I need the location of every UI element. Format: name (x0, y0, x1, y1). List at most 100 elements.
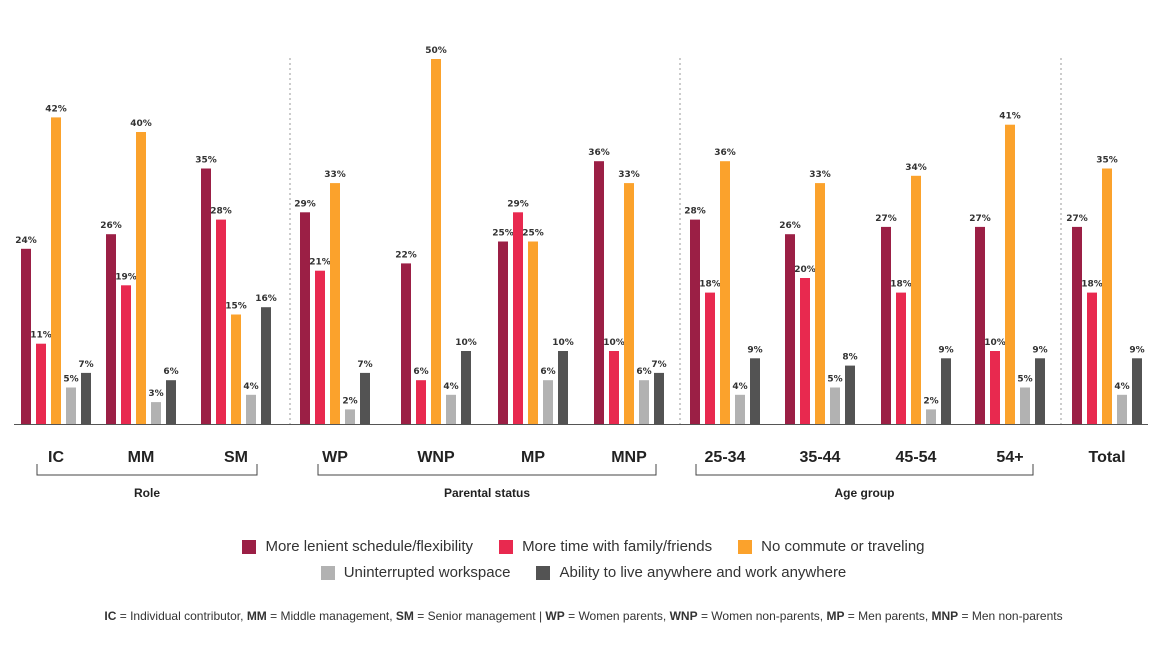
footnote-abbr-mp: MP (826, 609, 845, 623)
bar-mp-ability-to-live-anywhere-and-work-anywhere (558, 351, 568, 424)
legend-label-flexibility: More lenient schedule/flexibility (265, 538, 474, 555)
bar-sm-no-commute-or-traveling (231, 314, 241, 424)
bar-wnp-more-time-with-family-friends (416, 380, 426, 424)
value-label-ic-uninterrupted-workspace: 5% (63, 375, 78, 385)
bar-35-44-uninterrupted-workspace (830, 387, 840, 424)
footnote-def-wp: = Women parents, (564, 609, 670, 623)
category-label-sm: SM (224, 449, 248, 466)
value-label-45-54-more-lenient-schedule-flexibility: 27% (875, 214, 897, 224)
value-label-ic-more-time-with-family-friends: 11% (30, 331, 52, 341)
bar-25-34-uninterrupted-workspace (735, 394, 745, 424)
bar-mm-ability-to-live-anywhere-and-work-anywhere (166, 380, 176, 424)
group-label-age-group: Age group (835, 486, 895, 500)
bar-total-more-time-with-family-friends (1087, 292, 1097, 424)
value-label-wnp-ability-to-live-anywhere-and-work-anywhere: 10% (455, 338, 477, 348)
footnote-abbr-sm: SM (395, 609, 414, 623)
bar-total-more-lenient-schedule-flexibility (1072, 226, 1082, 424)
value-label-total-uninterrupted-workspace: 4% (1114, 382, 1129, 392)
footnote-def-mm: = Middle management, (266, 609, 396, 623)
value-label-total-more-lenient-schedule-flexibility: 27% (1066, 214, 1088, 224)
value-label-sm-ability-to-live-anywhere-and-work-anywhere: 16% (255, 294, 277, 304)
value-label-mp-more-lenient-schedule-flexibility: 25% (492, 229, 514, 239)
bar-45-54-more-lenient-schedule-flexibility (881, 226, 891, 424)
bar-mnp-more-time-with-family-friends (609, 351, 619, 424)
footnote-def-mnp: = Men non-parents (958, 609, 1063, 623)
category-label-54-: 54+ (996, 449, 1023, 466)
legend-swatch-workspace (320, 565, 335, 580)
bar-45-54-no-commute-or-traveling (911, 175, 921, 424)
value-label-45-54-ability-to-live-anywhere-and-work-anywhere: 9% (938, 345, 953, 355)
value-label-35-44-more-lenient-schedule-flexibility: 26% (779, 221, 801, 231)
bar-mnp-no-commute-or-traveling (624, 183, 634, 424)
bar-ic-uninterrupted-workspace (66, 387, 76, 424)
bar-wp-ability-to-live-anywhere-and-work-anywhere (360, 372, 370, 424)
value-label-wnp-more-time-with-family-friends: 6% (413, 367, 428, 377)
value-label-mnp-ability-to-live-anywhere-and-work-anywhere: 7% (651, 360, 666, 370)
legend-label-workspace: Uninterrupted workspace (343, 564, 511, 581)
bar-mp-more-lenient-schedule-flexibility (498, 241, 508, 424)
bar-mnp-ability-to-live-anywhere-and-work-anywhere (654, 372, 664, 424)
footnote-abbr-wp: WP (545, 609, 565, 623)
value-label-45-54-more-time-with-family-friends: 18% (890, 280, 912, 290)
group-label-role: Role (134, 486, 160, 500)
footnote-abbr-mm: MM (246, 609, 267, 623)
bar-25-34-more-lenient-schedule-flexibility (690, 219, 700, 424)
bar-mp-more-time-with-family-friends (513, 212, 523, 424)
bar-35-44-more-time-with-family-friends (800, 278, 810, 424)
footnote-def-wnp: = Women non-parents, (697, 609, 827, 623)
value-label-54--uninterrupted-workspace: 5% (1017, 375, 1032, 385)
legend-row-2: Uninterrupted workspace Ability to live … (0, 564, 1167, 581)
bar-mp-uninterrupted-workspace (543, 380, 553, 424)
group-label-parental-status: Parental status (444, 486, 530, 500)
value-label-25-34-ability-to-live-anywhere-and-work-anywhere: 9% (747, 345, 762, 355)
category-label-wnp: WNP (417, 449, 455, 466)
bar-ic-no-commute-or-traveling (51, 117, 61, 425)
legend-item-flexibility: More lenient schedule/flexibility (242, 538, 473, 555)
category-label-mnp: MNP (611, 449, 647, 466)
bar-25-34-no-commute-or-traveling (720, 161, 730, 424)
bar-sm-ability-to-live-anywhere-and-work-anywhere (261, 307, 271, 424)
value-label-mnp-more-lenient-schedule-flexibility: 36% (588, 148, 610, 158)
bar-54--uninterrupted-workspace (1020, 387, 1030, 424)
value-label-total-no-commute-or-traveling: 35% (1096, 156, 1118, 166)
bar-45-54-ability-to-live-anywhere-and-work-anywhere (941, 358, 951, 424)
footnote-abbr-wnp: WNP (669, 609, 698, 623)
category-label-ic: IC (48, 449, 64, 466)
bar-wnp-no-commute-or-traveling (431, 59, 441, 424)
value-label-sm-more-time-with-family-friends: 28% (210, 207, 232, 217)
legend-swatch-family-time (499, 539, 514, 554)
group-bracket-age-group (695, 464, 1034, 476)
bar-mm-uninterrupted-workspace (151, 402, 161, 424)
bar-total-ability-to-live-anywhere-and-work-anywhere (1132, 358, 1142, 424)
bar-mnp-more-lenient-schedule-flexibility (594, 161, 604, 424)
bar-sm-uninterrupted-workspace (246, 394, 256, 424)
category-label-mm: MM (128, 449, 155, 466)
group-bracket-role (36, 464, 258, 476)
footnote-abbr-ic: IC (104, 609, 117, 623)
value-label-35-44-no-commute-or-traveling: 33% (809, 170, 831, 180)
value-label-mp-uninterrupted-workspace: 6% (540, 367, 555, 377)
legend-swatch-no-commute (738, 539, 753, 554)
bar-chart: 24%11%42%5%7%IC26%19%40%3%6%MM35%28%15%4… (14, 46, 1148, 500)
bar-wp-uninterrupted-workspace (345, 409, 355, 424)
value-label-25-34-more-lenient-schedule-flexibility: 28% (684, 207, 706, 217)
category-label-25-34: 25-34 (705, 449, 746, 466)
value-label-mp-no-commute-or-traveling: 25% (522, 229, 544, 239)
bar-wp-more-lenient-schedule-flexibility (300, 212, 310, 424)
legend-label-family-time: More time with family/friends (522, 538, 713, 555)
group-bracket-parental-status (317, 464, 657, 476)
category-label-35-44: 35-44 (800, 449, 841, 466)
bar-35-44-ability-to-live-anywhere-and-work-anywhere (845, 365, 855, 424)
bar-sm-more-time-with-family-friends (216, 219, 226, 424)
legend-label-live-anywhere: Ability to live anywhere and work anywhe… (559, 564, 847, 581)
value-label-wnp-more-lenient-schedule-flexibility: 22% (395, 250, 417, 260)
value-label-wnp-uninterrupted-workspace: 4% (443, 382, 458, 392)
value-label-54--more-time-with-family-friends: 10% (984, 338, 1006, 348)
legend-row-1: More lenient schedule/flexibility More t… (0, 538, 1167, 555)
category-label-45-54: 45-54 (896, 449, 937, 466)
bar-25-34-more-time-with-family-friends (705, 292, 715, 424)
bar-ic-more-time-with-family-friends (36, 343, 46, 424)
bar-35-44-more-lenient-schedule-flexibility (785, 234, 795, 424)
value-label-ic-ability-to-live-anywhere-and-work-anywhere: 7% (78, 360, 93, 370)
legend-item-family-time: More time with family/friends (499, 538, 712, 555)
